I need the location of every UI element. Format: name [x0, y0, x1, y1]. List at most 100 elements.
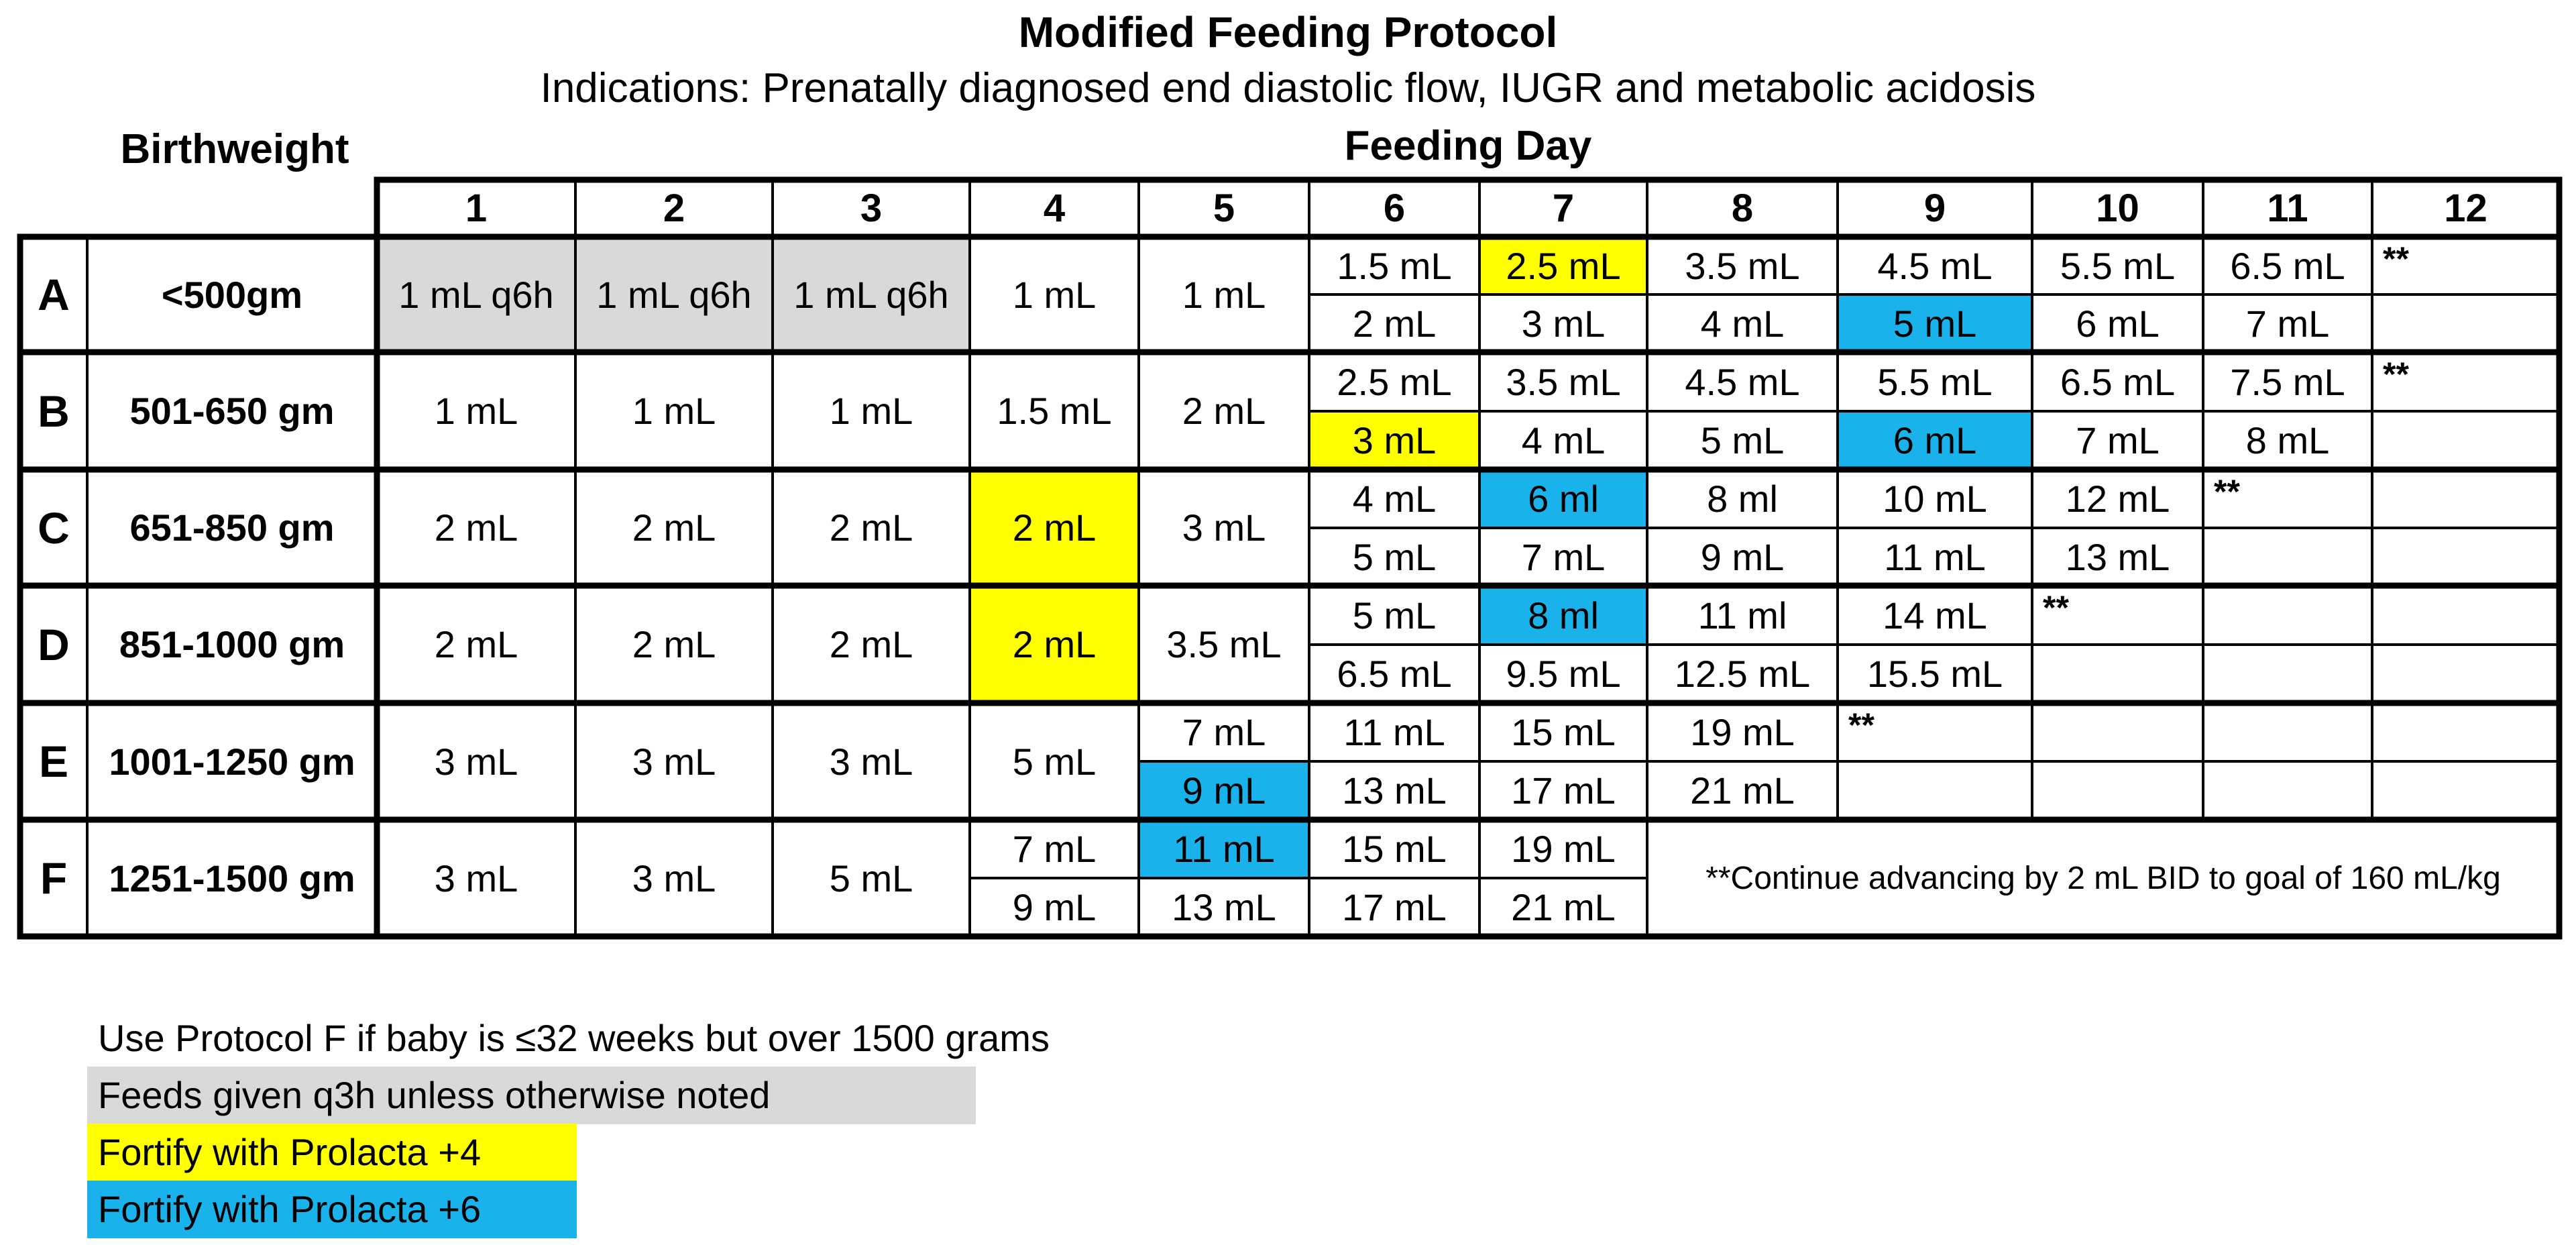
- legend-item-4: Fortify with Prolacta +6: [87, 1181, 577, 1238]
- cell-C-day5: 3 mL: [1182, 506, 1266, 549]
- cell-F-day7-pm: 21 mL: [1511, 886, 1616, 928]
- cell-E-day3: 3 mL: [829, 740, 913, 783]
- cell-F-day1: 3 mL: [434, 857, 518, 900]
- day-header-5: 5: [1213, 186, 1235, 230]
- cell-B-day10-am: 6.5 mL: [2060, 360, 2176, 403]
- cell-E-day7-pm: 17 mL: [1511, 769, 1616, 812]
- cell-A-day1: 1 mL q6h: [377, 237, 575, 352]
- cell-D-day10-am: **: [2043, 589, 2069, 627]
- day-header-4: 4: [1043, 186, 1066, 230]
- cell-F-day3: 5 mL: [829, 857, 913, 900]
- day-header-3: 3: [860, 186, 883, 230]
- cell-F-day5-pm: 13 mL: [1172, 886, 1276, 928]
- cell-C-day4: 2 mL: [970, 470, 1139, 586]
- cell-B-day11-am: 7.5 mL: [2230, 360, 2345, 403]
- cell-B-day11-pm: 8 mL: [2245, 419, 2330, 461]
- cell-B-day6-am: 2.5 mL: [1337, 360, 1452, 403]
- cell-C-day7-am: 6 ml: [1479, 470, 1647, 528]
- cell-A-day7-am: 2.5 mL: [1479, 237, 1647, 294]
- cell-F-day4-pm: 9 mL: [1012, 886, 1097, 928]
- page-title: Modified Feeding Protocol: [1018, 8, 1558, 56]
- cell-A-day6-am: 1.5 mL: [1337, 244, 1452, 287]
- cell-B-day7-pm: 4 mL: [1521, 419, 1606, 461]
- cell-D-day8-pm: 12.5 mL: [1674, 653, 1811, 695]
- cell-B-day1: 1 mL: [434, 390, 518, 432]
- cell-E-day5-am: 7 mL: [1182, 711, 1266, 753]
- row-letter-F: F: [40, 853, 68, 903]
- cell-A-day9-am: 4.5 mL: [1877, 244, 1993, 287]
- cell-C-day6-pm: 5 mL: [1352, 535, 1437, 578]
- cell-D-day8-am: 11 ml: [1697, 594, 1787, 637]
- cell-D-day9-pm: 15.5 mL: [1866, 653, 2003, 695]
- cell-B-day3: 1 mL: [829, 390, 913, 432]
- day-header-2: 2: [663, 186, 685, 230]
- cell-E-day7-am: 15 mL: [1511, 711, 1616, 753]
- birthweight-A: <500gm: [161, 273, 303, 316]
- cell-A-day7-pm: 3 mL: [1521, 302, 1606, 345]
- cell-A-day9-pm: 5 mL: [1838, 294, 2032, 352]
- cell-C-day1: 2 mL: [434, 506, 518, 549]
- feeding-day-header: Feeding Day: [1344, 123, 1592, 169]
- cell-B-day8-pm: 5 mL: [1700, 419, 1785, 461]
- cell-C-day9-pm: 11 mL: [1884, 535, 1986, 578]
- cell-C-day10-pm: 13 mL: [2065, 535, 2170, 578]
- day-header-10: 10: [2096, 186, 2139, 230]
- cell-B-day5: 2 mL: [1182, 390, 1266, 432]
- cell-E-day6-am: 11 mL: [1343, 711, 1445, 753]
- cell-E-day1: 3 mL: [434, 740, 518, 783]
- row-letter-E: E: [38, 737, 69, 786]
- day-header-11: 11: [2267, 186, 2308, 230]
- day-header-7: 7: [1552, 186, 1575, 230]
- cell-A-day12-am: **: [2383, 240, 2409, 278]
- row-letter-B: B: [38, 386, 70, 436]
- birthweight-B: 501-650 gm: [129, 390, 335, 432]
- cell-F-day6-pm: 17 mL: [1342, 886, 1447, 928]
- cell-C-day2: 2 mL: [632, 506, 716, 549]
- cell-C-day8-pm: 9 mL: [1700, 535, 1785, 578]
- cell-A-day11-am: 6.5 mL: [2230, 244, 2345, 287]
- cell-D-day5: 3.5 mL: [1166, 623, 1282, 665]
- cell-B-day7-am: 3.5 mL: [1506, 360, 1621, 403]
- cell-D-day2: 2 mL: [632, 623, 716, 665]
- row-letter-A: A: [38, 270, 70, 319]
- cell-E-day8-am: 19 mL: [1690, 711, 1795, 753]
- day-header-1: 1: [465, 186, 488, 230]
- legend-item-1: Use Protocol F if baby is ≤32 weeks but …: [98, 1017, 1050, 1059]
- page-subtitle: Indications: Prenatally diagnosed end di…: [540, 65, 2036, 111]
- birthweight-E: 1001-1250 gm: [109, 740, 355, 783]
- cell-F-day2: 3 mL: [632, 857, 716, 900]
- cell-C-day9-am: 10 mL: [1883, 478, 1987, 520]
- cell-B-day2: 1 mL: [632, 390, 716, 432]
- cell-C-day10-am: 12 mL: [2065, 478, 2170, 520]
- day-header-6: 6: [1383, 186, 1406, 230]
- cell-D-day7-am: 8 ml: [1479, 586, 1647, 645]
- cell-C-day6-am: 4 mL: [1352, 478, 1437, 520]
- cell-B-day9-am: 5.5 mL: [1877, 360, 1993, 403]
- cell-F-day5-am: 11 mL: [1139, 820, 1309, 878]
- cell-A-day10-am: 5.5 mL: [2060, 244, 2176, 287]
- cell-E-day9-am: **: [1848, 706, 1874, 744]
- birthweight-F: 1251-1500 gm: [109, 857, 355, 900]
- cell-E-day4: 5 mL: [1012, 740, 1097, 783]
- cell-A-day8-pm: 4 mL: [1700, 302, 1785, 345]
- legend-item-3: Fortify with Prolacta +4: [87, 1124, 577, 1181]
- row-letter-D: D: [38, 619, 70, 669]
- cell-A-day8-am: 3.5 mL: [1685, 244, 1800, 287]
- cell-A-day11-pm: 7 mL: [2245, 302, 2330, 345]
- birthweight-C: 651-850 gm: [129, 506, 335, 549]
- cell-D-day3: 2 mL: [829, 623, 913, 665]
- cell-B-day6-pm: 3 mL: [1309, 411, 1479, 470]
- cell-D-day9-am: 14 mL: [1883, 594, 1987, 637]
- cell-A-day3: 1 mL q6h: [773, 237, 970, 352]
- cell-E-day5-pm: 9 mL: [1139, 761, 1309, 820]
- cell-E-day6-pm: 13 mL: [1342, 769, 1447, 812]
- day-header-8: 8: [1731, 186, 1754, 230]
- cell-B-day9-pm: 6 mL: [1838, 411, 2032, 470]
- cell-C-day11-am: **: [2214, 473, 2240, 510]
- cell-D-day6-am: 5 mL: [1352, 594, 1437, 637]
- continue-advancing-note: **Continue advancing by 2 mL BID to goal…: [1705, 860, 2501, 896]
- cell-F-day6-am: 15 mL: [1342, 828, 1447, 870]
- legend-item-2: Feeds given q3h unless otherwise noted: [87, 1067, 976, 1124]
- cell-D-day4: 2 mL: [970, 586, 1139, 703]
